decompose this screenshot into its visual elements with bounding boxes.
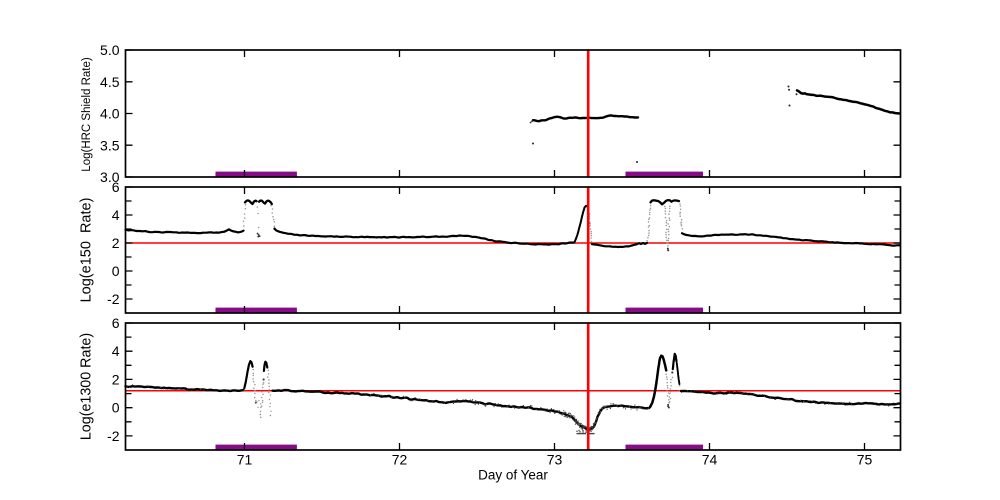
svg-text:Log(HRC Shield Rate): Log(HRC Shield Rate) — [81, 57, 93, 172]
svg-text:Log(e150 Rate): Log(e150 Rate) — [79, 198, 95, 303]
svg-text:4.0: 4.0 — [100, 106, 120, 122]
svg-text:74: 74 — [702, 452, 718, 468]
svg-text:4: 4 — [112, 343, 120, 359]
svg-text:Log(e1300 Rate): Log(e1300 Rate) — [79, 333, 95, 440]
svg-text:72: 72 — [392, 452, 408, 468]
svg-text:3.5: 3.5 — [100, 137, 120, 153]
svg-text:4.5: 4.5 — [100, 74, 120, 90]
svg-text:0: 0 — [112, 400, 120, 416]
svg-text:Day of Year: Day of Year — [478, 468, 548, 483]
svg-text:2: 2 — [112, 235, 120, 251]
svg-text:6: 6 — [112, 179, 120, 195]
svg-text:71: 71 — [237, 452, 253, 468]
svg-text:0: 0 — [112, 263, 120, 279]
svg-text:-2: -2 — [107, 291, 120, 307]
svg-text:73: 73 — [547, 452, 563, 468]
svg-text:4: 4 — [112, 207, 120, 223]
svg-text:5.0: 5.0 — [100, 42, 120, 58]
svg-text:75: 75 — [857, 452, 873, 468]
svg-text:-2: -2 — [107, 428, 120, 444]
svg-text:6: 6 — [112, 315, 120, 331]
svg-text:3.0: 3.0 — [100, 169, 120, 185]
svg-text:2: 2 — [112, 371, 120, 387]
